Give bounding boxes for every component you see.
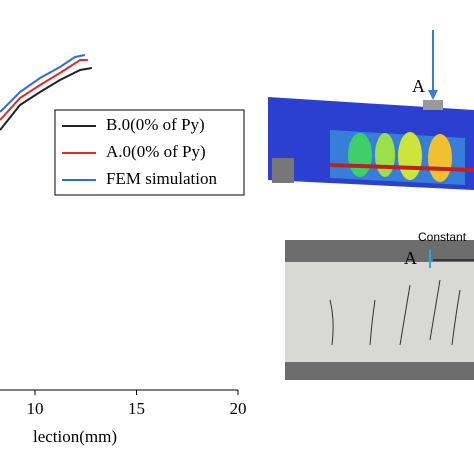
legend-label: A.0(0% of Py) <box>106 142 206 161</box>
annotation: A <box>404 248 417 268</box>
x-tick-label: 15 <box>128 399 145 418</box>
x-tick-label: 20 <box>230 399 247 418</box>
legend-label: B.0(0% of Py) <box>106 115 205 134</box>
annotation: A <box>412 76 425 96</box>
line <box>0 54 86 113</box>
legend-label: FEM simulation <box>106 169 217 188</box>
line <box>0 59 88 121</box>
x-axis-label: lection(mm) <box>33 427 117 446</box>
annotation: Constant <box>418 230 467 244</box>
line <box>0 67 93 131</box>
x-tick-label: 10 <box>27 399 44 418</box>
fem-image <box>268 30 474 190</box>
beam-photo <box>285 240 474 380</box>
